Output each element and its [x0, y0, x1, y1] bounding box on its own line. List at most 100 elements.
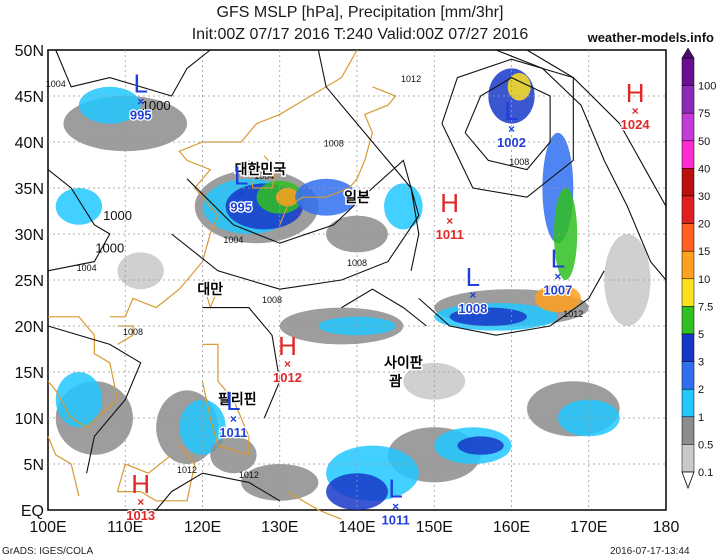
- center-pressure: 995: [130, 108, 152, 123]
- precip-area: [241, 464, 319, 501]
- center-pressure: 1024: [621, 117, 651, 132]
- isobar: [155, 472, 281, 511]
- site-label: weather-models.info: [587, 30, 714, 45]
- center-marker: ×: [238, 187, 245, 201]
- svg-text:필리핀: 필리핀: [218, 391, 257, 407]
- lat-label: EQ: [21, 503, 44, 520]
- isobar: [47, 325, 142, 474]
- isobar-label: 1012: [239, 470, 259, 480]
- isobar: [495, 49, 667, 281]
- colorbar-swatch: [681, 333, 695, 362]
- isobar: [464, 76, 551, 171]
- center-letter: L: [551, 243, 565, 273]
- isobar-label: 1004: [254, 171, 274, 181]
- center-pressure: 1007: [543, 282, 572, 297]
- precip-area: [275, 188, 300, 207]
- center-marker: ×: [508, 122, 515, 136]
- coastline: [279, 86, 397, 226]
- isobar-label: 1004: [77, 263, 97, 273]
- svg-text:괌: 괌: [389, 373, 402, 389]
- isobar-label: 1000: [142, 98, 171, 113]
- colorbar-swatch: [681, 168, 695, 197]
- low-pressure-center: L×995: [229, 161, 253, 216]
- colorbar-swatch: [681, 85, 695, 114]
- center-marker: ×: [230, 412, 237, 426]
- isobar-label: 1008: [509, 157, 529, 167]
- low-pressure-center: L×1011: [380, 473, 411, 528]
- isobar: [341, 288, 427, 327]
- center-pressure: 1012: [273, 370, 302, 385]
- lat-label: 10N: [15, 411, 44, 428]
- lat-label: 45N: [15, 89, 44, 106]
- lon-label: 180: [653, 519, 680, 536]
- colorbar-label: 2: [698, 384, 704, 396]
- colorbar-swatch: [681, 195, 695, 224]
- low-pressure-center: L×1011: [218, 386, 249, 441]
- center-pressure: 1011: [219, 425, 247, 440]
- isobar-label: 1008: [262, 295, 282, 305]
- center-letter: L: [466, 262, 480, 292]
- lon-label: 130E: [261, 519, 298, 536]
- isobar: [55, 49, 211, 97]
- lon-label: 100E: [29, 519, 66, 536]
- svg-text:일본: 일본: [344, 189, 370, 205]
- colorbar-label: 0.5: [698, 439, 713, 451]
- lat-label: 15N: [15, 365, 44, 382]
- colorbar-label: 5: [698, 329, 704, 341]
- lat-label: 5N: [24, 457, 44, 474]
- footer-right: 2016-07-17-13:44: [610, 546, 690, 557]
- colorbar-swatch: [681, 223, 695, 252]
- center-pressure: 1011: [382, 512, 410, 527]
- low-pressure-center: L×995: [129, 69, 153, 124]
- lon-label: 110E: [107, 519, 143, 536]
- isobar-label: 1008: [347, 258, 367, 268]
- isobar-label: 1012: [401, 74, 421, 84]
- lat-label: 20N: [15, 319, 44, 336]
- colorbar-label: 40: [698, 163, 710, 175]
- lon-label: 120E: [184, 519, 221, 536]
- colorbar-swatch: [681, 444, 695, 473]
- precip-area: [326, 215, 388, 253]
- precip-area: [449, 307, 527, 326]
- isobar-label: 1000: [103, 208, 132, 223]
- isobar-label: 1012: [563, 309, 583, 319]
- center-marker: ×: [554, 269, 561, 283]
- center-pressure: 995: [230, 200, 252, 215]
- isobar: [317, 49, 420, 271]
- colorbar-label: 0.1: [698, 467, 713, 479]
- lat-label: 35N: [15, 181, 44, 198]
- center-pressure: 1008: [458, 301, 487, 316]
- isobar-label: 1012: [177, 465, 197, 475]
- high-pressure-center: H×1024: [619, 78, 651, 133]
- precip-area: [117, 252, 164, 290]
- isobar: [202, 307, 281, 419]
- isobar: [526, 49, 667, 207]
- colorbar-label: 3: [698, 357, 704, 369]
- center-letter: H: [626, 78, 645, 108]
- place-label: 필리핀: [216, 390, 258, 409]
- colorbar-label: 7.5: [698, 301, 713, 313]
- place-label: 사이판: [383, 353, 425, 372]
- center-marker: ×: [446, 214, 453, 228]
- isobar: [418, 270, 605, 336]
- svg-text:대만: 대만: [197, 281, 223, 297]
- colorbar-swatch: [681, 112, 695, 142]
- center-marker: ×: [137, 495, 144, 509]
- colorbar-swatch: [681, 278, 695, 307]
- coastline: [116, 445, 196, 502]
- isobar: [441, 58, 574, 198]
- center-letter: H: [440, 188, 459, 218]
- isobar-label: 1008: [324, 139, 344, 149]
- lat-label: 25N: [15, 273, 44, 290]
- center-marker: ×: [392, 499, 399, 513]
- lat-label: 50N: [15, 43, 44, 60]
- center-pressure: 1011: [436, 227, 464, 242]
- center-letter: L: [226, 386, 240, 416]
- precip-area: [553, 188, 578, 280]
- svg-text:대한민국: 대한민국: [235, 161, 287, 177]
- low-pressure-center: L×1002: [496, 96, 527, 151]
- colorbar-label: 15: [698, 246, 710, 258]
- coastline: [201, 343, 250, 456]
- colorbar-label: 1: [698, 412, 704, 424]
